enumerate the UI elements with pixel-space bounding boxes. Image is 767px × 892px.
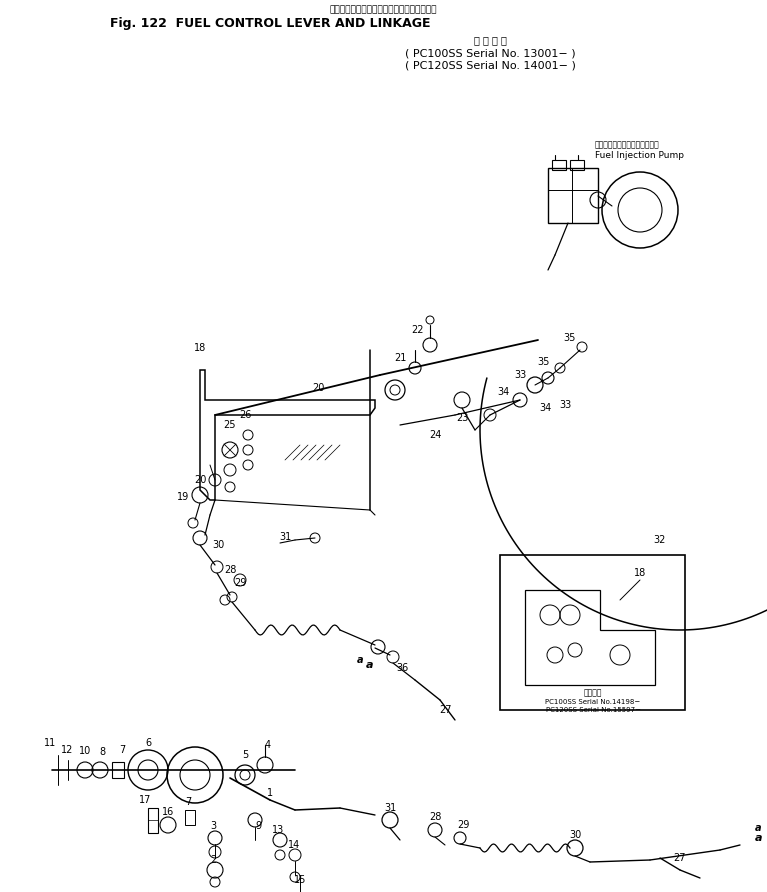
Bar [552,160,566,170]
Text: PC100SS Serial No.14198−: PC100SS Serial No.14198− [545,699,640,705]
Text: ( PC120SS Serial No. 14001− ): ( PC120SS Serial No. 14001− ) [404,61,575,71]
Text: 15: 15 [294,875,306,885]
Text: 30: 30 [212,540,224,550]
Text: 25: 25 [224,420,236,430]
Text: 5: 5 [242,750,249,760]
Text: a: a [367,660,374,670]
Text: 29: 29 [457,820,469,830]
Text: 28: 28 [224,565,236,575]
Text: 22: 22 [412,325,424,335]
Text: 17: 17 [139,795,151,805]
Text: 7: 7 [185,797,191,807]
Bar [500,555,685,710]
Text: 28: 28 [429,812,441,822]
Text: 31: 31 [279,532,291,542]
Text: 32: 32 [653,535,667,545]
Text: 36: 36 [396,663,408,673]
Text: 30: 30 [569,830,581,840]
Text: 4: 4 [265,740,271,750]
Text: 33: 33 [559,400,571,410]
Text: 20: 20 [194,475,206,485]
Bar [185,810,195,825]
Text: 21: 21 [393,353,407,363]
Text: 適 用 号 機: 適 用 号 機 [473,35,506,45]
Text: 35: 35 [537,357,549,367]
Text: 7: 7 [119,745,125,755]
Text: 18: 18 [194,343,206,353]
Bar [570,160,584,170]
Text: 2: 2 [210,855,216,865]
Text: 20: 20 [312,383,324,393]
Text: 31: 31 [384,803,396,813]
Bar [112,762,124,778]
Text: 19: 19 [177,492,189,502]
Text: a: a [755,833,762,843]
Text: フェルインジェクションポンプ: フェルインジェクションポンプ [595,141,660,150]
Text: 34: 34 [497,387,509,397]
Text: 6: 6 [145,738,151,748]
Text: 26: 26 [239,410,251,420]
Text: Fuel Injection Pump: Fuel Injection Pump [595,151,684,160]
Text: 14: 14 [288,840,300,850]
Text: 16: 16 [162,807,174,817]
Text: 適期号機: 適期号機 [584,689,602,698]
Text: PC120SS Serial No.15597−: PC120SS Serial No.15597− [545,707,640,713]
Text: 35: 35 [564,333,576,343]
Text: 24: 24 [429,430,441,440]
Text: 12: 12 [61,745,73,755]
Bar [548,168,598,223]
Text: 8: 8 [99,747,105,757]
Text: a: a [755,823,762,833]
Text: 13: 13 [272,825,284,835]
Text: 27: 27 [439,705,451,715]
Text: 11: 11 [44,738,56,748]
Text: a: a [357,655,364,665]
Text: 34: 34 [539,403,551,413]
Text: フェルインジェクションポンプ・リンケージ: フェルインジェクションポンプ・リンケージ [329,5,436,14]
Text: 9: 9 [255,821,261,831]
Text: 33: 33 [514,370,526,380]
Text: 23: 23 [456,413,468,423]
Bar [148,808,158,833]
Text: Fig. 122  FUEL CONTROL LEVER AND LINKAGE: Fig. 122 FUEL CONTROL LEVER AND LINKAGE [110,18,430,30]
Text: 10: 10 [79,746,91,756]
Text: 29: 29 [234,578,246,588]
Text: 3: 3 [210,821,216,831]
Text: 27: 27 [673,853,686,863]
Text: ( PC100SS Serial No. 13001− ): ( PC100SS Serial No. 13001− ) [405,48,575,58]
Text: 18: 18 [634,568,646,578]
Text: 1: 1 [267,788,273,798]
